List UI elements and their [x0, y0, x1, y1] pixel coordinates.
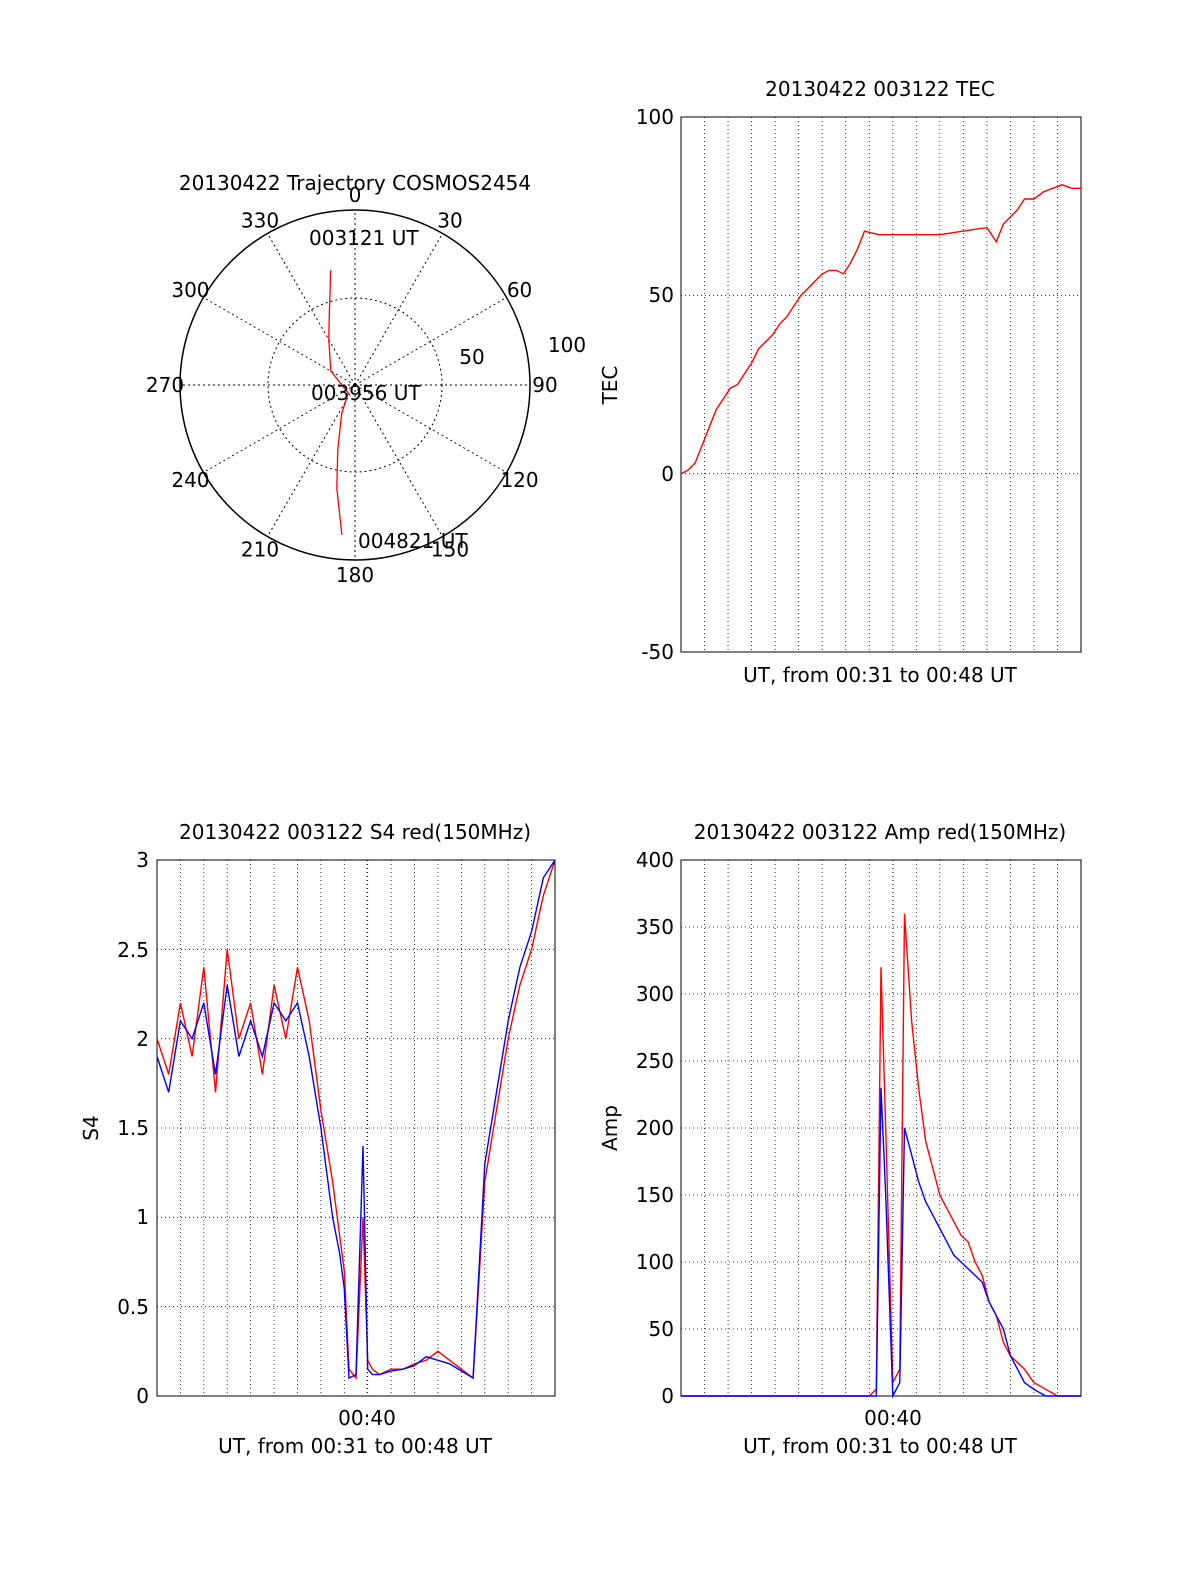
amp-ytick-250: 250	[636, 1049, 674, 1073]
amp-ytick-300: 300	[636, 982, 674, 1006]
polar-spoke-120	[354, 384, 507, 473]
tec-panel: 20130422 003122 TEC 100 50 0 -50 TEC UT,…	[598, 77, 1082, 687]
amp-ytick-350: 350	[636, 915, 674, 939]
s4-series-1	[156, 859, 556, 1380]
amp-title: 20130422 003122 Amp red(150MHz)	[694, 820, 1066, 844]
polar-spoke-300	[203, 297, 356, 386]
s4-ytick-2: 2	[136, 1027, 149, 1051]
azimuth-label-210: 210	[241, 538, 279, 562]
tec-ytick-0: 0	[661, 462, 674, 486]
amp-series-0	[681, 913, 1081, 1397]
s4-ytick-1: 1	[136, 1205, 149, 1229]
polar-spoke-60	[354, 297, 507, 386]
polar-outer-circle	[179, 209, 531, 561]
azimuth-label-150: 150	[431, 538, 469, 562]
polar-azimuth-labels: 0 30 60 90 120 150 180 210 240 270 300 330	[146, 183, 558, 587]
azimuth-label-60: 60	[507, 278, 532, 302]
trajectory-line	[328, 270, 350, 535]
azimuth-label-330: 330	[241, 208, 279, 232]
polar-spoke-30	[354, 233, 443, 386]
polar-spoke-330	[267, 233, 356, 386]
tec-title: 20130422 003122 TEC	[765, 77, 995, 101]
s4-ytick-0: 0	[136, 1384, 149, 1408]
amp-series-1	[681, 1087, 1081, 1399]
radial-label-50: 50	[459, 345, 484, 369]
azimuth-label-0: 0	[349, 183, 362, 207]
trajectory-mid-label: 003956 UT	[311, 381, 421, 405]
tec-plot-frame	[680, 116, 1082, 653]
s4-ytick-0.5: 0.5	[117, 1295, 149, 1319]
s4-ylabel: S4	[79, 1115, 103, 1140]
trajectory-start-label: 003121 UT	[309, 226, 419, 250]
tec-series-0	[680, 184, 1081, 475]
s4-ytick-1.5: 1.5	[117, 1116, 149, 1140]
s4-xlabel: UT, from 00:31 to 00:48 UT	[218, 1434, 493, 1458]
amp-ytick-0: 0	[661, 1384, 674, 1408]
s4-ytick-2.5: 2.5	[117, 938, 149, 962]
s4-title: 20130422 003122 S4 red(150MHz)	[179, 820, 531, 844]
azimuth-label-120: 120	[500, 468, 538, 492]
amp-series-group	[681, 913, 1081, 1399]
s4-plot-frame	[156, 859, 556, 1397]
s4-series-0	[156, 859, 556, 1381]
azimuth-label-90: 90	[532, 373, 557, 397]
s4-grid	[157, 860, 555, 1396]
azimuth-label-30: 30	[437, 208, 462, 232]
tec-ylabel: TEC	[598, 366, 622, 406]
azimuth-label-240: 240	[171, 468, 209, 492]
radial-label-100: 100	[548, 333, 586, 357]
tec-grid	[681, 117, 1081, 652]
amp-ytick-50: 50	[649, 1317, 674, 1341]
azimuth-label-180: 180	[336, 563, 374, 587]
tec-xlabel: UT, from 00:31 to 00:48 UT	[743, 663, 1018, 687]
amp-ytick-100: 100	[636, 1250, 674, 1274]
amp-ytick-150: 150	[636, 1183, 674, 1207]
polar-spoke-210	[267, 384, 356, 537]
tec-series-group	[680, 184, 1081, 475]
azimuth-label-270: 270	[146, 373, 184, 397]
polar-spoke-150	[354, 384, 443, 537]
amp-ytick-200: 200	[636, 1116, 674, 1140]
tec-ytick-100: 100	[636, 105, 674, 129]
azimuth-label-300: 300	[171, 278, 209, 302]
trajectory-title: 20130422 Trajectory COSMOS2454	[179, 171, 531, 195]
polar-spoke-240	[203, 384, 356, 473]
polar-spokes	[180, 210, 530, 560]
amp-xtick-0040: 00:40	[864, 1406, 922, 1430]
amp-ytick-400: 400	[636, 848, 674, 872]
trajectory-panel: 20130422 Trajectory COSMOS2454 0 30 60 90 12…	[146, 171, 586, 587]
tec-ytick-neg50: -50	[641, 640, 674, 664]
amp-ylabel: Amp	[598, 1105, 622, 1151]
s4-xtick-0040: 00:40	[338, 1406, 396, 1430]
trajectory-end-label: 004821 UT	[358, 529, 468, 553]
amp-xlabel: UT, from 00:31 to 00:48 UT	[743, 1434, 1018, 1458]
amp-panel: 20130422 003122 Amp red(150MHz) 400 350 …	[598, 820, 1082, 1458]
s4-panel: 20130422 003122 S4 red(150MHz) 3 2.5 2 1…	[79, 820, 556, 1458]
s4-series-group	[156, 859, 556, 1381]
tec-ytick-50: 50	[649, 283, 674, 307]
s4-ytick-3: 3	[136, 848, 149, 872]
